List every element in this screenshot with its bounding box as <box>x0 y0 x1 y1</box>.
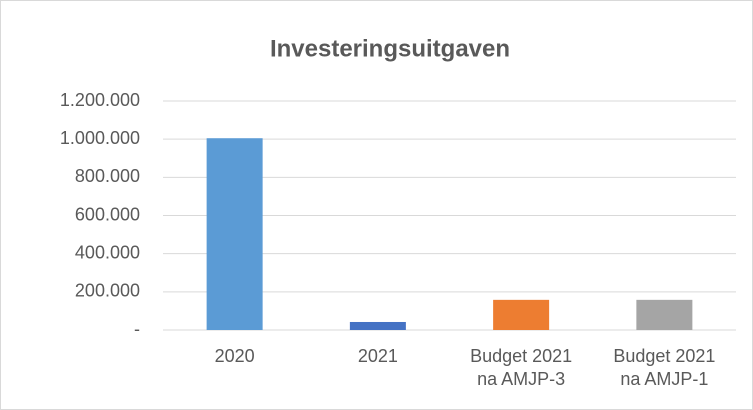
y-tick-label: 1.200.000 <box>60 90 140 110</box>
x-tick-label: na AMJP-1 <box>620 369 708 389</box>
y-tick-label: 200.000 <box>75 281 140 301</box>
y-tick-label: - <box>134 319 140 339</box>
x-tick-label: 2021 <box>358 346 398 366</box>
bar <box>636 299 693 330</box>
x-tick-label: 2020 <box>215 346 255 366</box>
y-tick-label: 600.000 <box>75 204 140 224</box>
x-tick-label: na AMJP-3 <box>477 369 565 389</box>
bar <box>206 138 263 330</box>
chart-title: Investeringsuitgaven <box>270 35 510 62</box>
x-tick-label: Budget 2021 <box>613 346 715 366</box>
bar <box>349 321 406 330</box>
bar <box>493 299 550 330</box>
y-tick-label: 1.000.000 <box>60 128 140 148</box>
x-tick-label: Budget 2021 <box>470 346 572 366</box>
y-tick-label: 400.000 <box>75 242 140 262</box>
y-tick-label: 800.000 <box>75 166 140 186</box>
